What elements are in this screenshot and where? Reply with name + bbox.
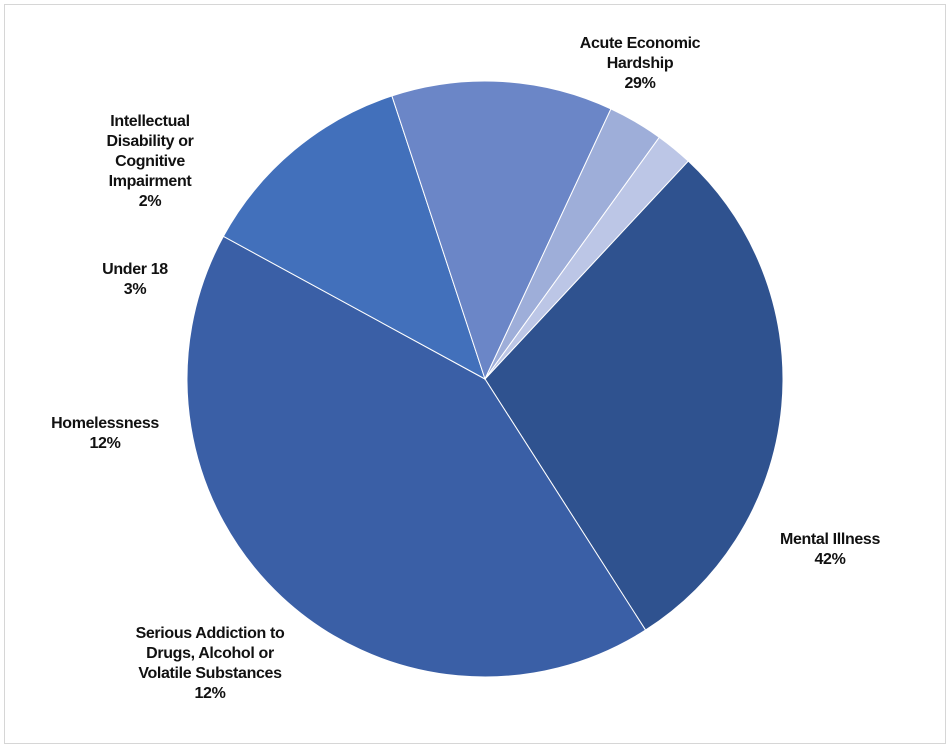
- slice-label-homelessness: Homelessness 12%: [20, 414, 190, 454]
- slice-label-name: Mental Illness: [779, 531, 881, 548]
- pie-slices: [186, 80, 784, 678]
- slice-label-percent: 12%: [89, 435, 121, 452]
- slice-label-name: Under 18: [102, 261, 168, 278]
- slice-label-intellectual-disability: Intellectual Disability or Cognitive Imp…: [84, 112, 216, 212]
- slice-label-under-18: Under 18 3%: [70, 260, 200, 300]
- slice-label-percent: 2%: [138, 193, 162, 210]
- slice-label-percent: 42%: [814, 551, 846, 568]
- slice-label-percent: 3%: [123, 281, 147, 298]
- slice-label-name: Serious Addiction to Drugs, Alcohol or V…: [135, 625, 285, 682]
- slice-label-name: Homelessness: [51, 415, 159, 432]
- slice-label-mental-illness: Mental Illness 42%: [750, 530, 910, 570]
- slice-label-acute-economic-hardship: Acute Economic Hardship 29%: [560, 34, 720, 94]
- pie-slice-acute-economic-hardship: [484, 160, 784, 631]
- pie-slice-mental-illness: [186, 235, 647, 678]
- pie-slice-homelessness: [391, 80, 612, 381]
- slice-label-name: Intellectual Disability or Cognitive Imp…: [106, 113, 194, 190]
- pie-slice-serious-addiction-to-drugs-alcohol-or-volatile-substances: [222, 95, 486, 381]
- slice-label-percent: 29%: [624, 75, 656, 92]
- pie-slice-intellectual-disability-or-cognitive-impairment: [484, 136, 689, 380]
- slice-label-percent: 12%: [194, 685, 226, 702]
- slice-label-name: Acute Economic Hardship: [579, 35, 701, 72]
- slice-label-serious-addiction: Serious Addiction to Drugs, Alcohol or V…: [130, 624, 290, 704]
